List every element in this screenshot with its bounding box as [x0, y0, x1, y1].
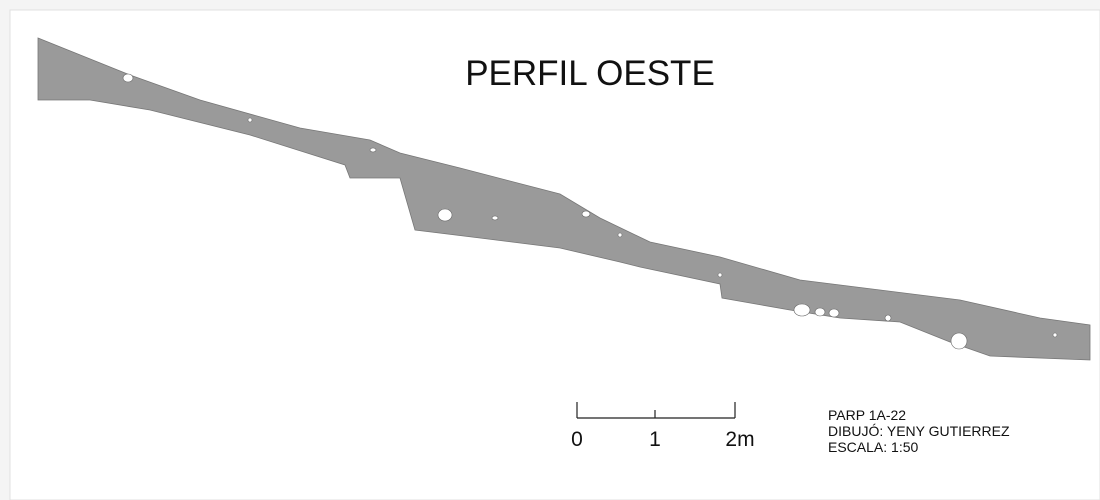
note: PARP 1A-22 [828, 407, 906, 423]
inclusion [122, 73, 134, 83]
inclusion [437, 208, 453, 222]
inclusion [828, 308, 840, 318]
inclusion [717, 272, 723, 278]
inclusion [369, 147, 377, 153]
inclusion [950, 332, 968, 350]
inclusion [793, 303, 811, 317]
inclusion [247, 117, 253, 123]
inclusion [814, 307, 826, 317]
sheet [9, 9, 1100, 500]
inclusion [617, 232, 623, 238]
scale-label: 1 [649, 428, 661, 451]
inclusion [1052, 332, 1058, 338]
inclusions [122, 73, 1058, 350]
title: PERFIL OESTE [465, 54, 715, 93]
scale-label: 2m [725, 428, 754, 451]
stratum-profile [37, 37, 1091, 361]
inclusion [491, 215, 499, 221]
note: DIBUJÓ: YENY GUTIERREZ [828, 423, 1010, 439]
inclusion [581, 210, 591, 218]
note: ESCALA: 1:50 [828, 439, 918, 455]
scale-bar [576, 402, 736, 419]
inclusion [884, 314, 892, 322]
scale-label: 0 [571, 428, 583, 451]
